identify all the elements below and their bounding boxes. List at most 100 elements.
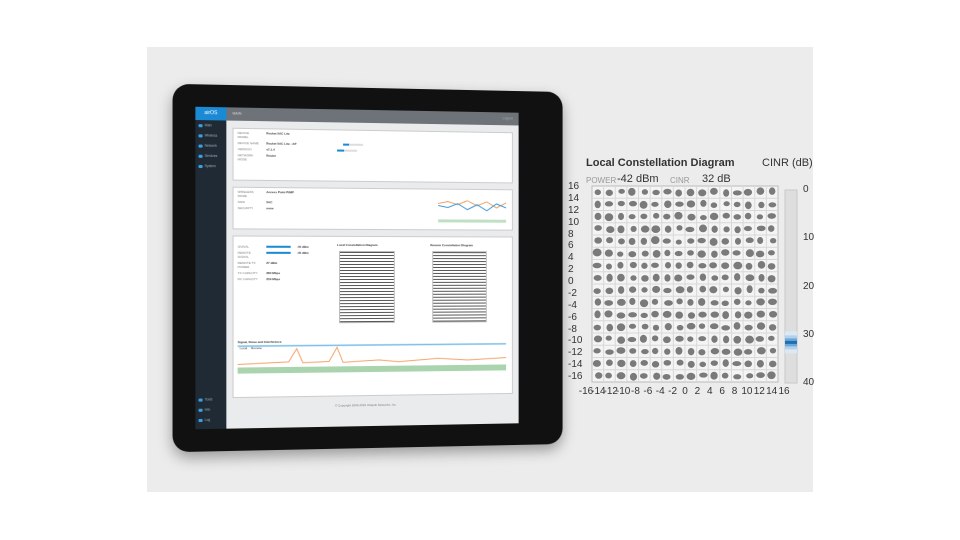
constellation-point xyxy=(698,263,707,269)
constellation-point xyxy=(745,300,752,306)
constellation-point xyxy=(663,287,672,294)
constellation-point xyxy=(628,312,637,318)
x-tick-label: -10 xyxy=(615,386,631,397)
constellation-point xyxy=(722,311,730,320)
constellation-point xyxy=(676,324,684,331)
constellation-point xyxy=(617,261,624,269)
constellation-point xyxy=(628,214,636,220)
constellation-point xyxy=(617,286,625,294)
constellation-point xyxy=(592,248,602,257)
constellation-point xyxy=(593,348,601,354)
constellation-point xyxy=(651,262,659,268)
constellation-point xyxy=(723,201,730,207)
constellation-point xyxy=(593,288,601,294)
constellation-point xyxy=(604,201,614,207)
constellation-point xyxy=(594,200,601,209)
constellation-point xyxy=(745,237,754,244)
cinr-tick-label: 30 xyxy=(803,328,815,340)
constellation-point xyxy=(604,213,614,222)
x-tick-label: -2 xyxy=(668,386,678,397)
constellation-point xyxy=(697,237,706,244)
airos-dashboard: airOS Main Wireless Network Services System … xyxy=(195,106,519,430)
x-tick-label: 16 xyxy=(778,386,790,397)
constellation-point xyxy=(698,311,707,318)
constellation-point xyxy=(745,335,754,344)
constellation-point xyxy=(710,300,719,306)
constellation-point xyxy=(618,188,625,194)
constellation-point xyxy=(768,335,775,341)
constellation-point xyxy=(641,262,648,269)
constellation-point xyxy=(746,373,754,379)
constellation-point xyxy=(675,335,684,342)
signal-panel: SIGNAL -45 dBm REMOTE SIGNAL -45 dBm REMOT… xyxy=(232,235,513,408)
constellation-point xyxy=(605,263,612,270)
constellation-point xyxy=(697,250,706,258)
constellation-point xyxy=(685,226,695,233)
constellation-point xyxy=(734,273,741,281)
constellation-point xyxy=(698,189,707,197)
y-tick-label: -4 xyxy=(568,299,577,311)
constellation-point xyxy=(733,214,742,220)
y-tick-label: 10 xyxy=(568,216,580,228)
constellation-point xyxy=(651,298,659,305)
constellation-point xyxy=(758,274,765,282)
constellation-point xyxy=(604,310,613,318)
constellation-point xyxy=(744,349,753,355)
constellation-point xyxy=(744,212,752,220)
constellation-point xyxy=(652,324,660,331)
constellation-point xyxy=(662,310,672,318)
constellation-point xyxy=(711,225,718,233)
constellation-point xyxy=(651,335,659,342)
constellation-point xyxy=(592,359,601,367)
constellation-point xyxy=(618,212,625,221)
constellation-point xyxy=(756,347,766,355)
constellation-point xyxy=(767,275,776,283)
constellation-point xyxy=(700,199,707,207)
constellation-point xyxy=(756,322,766,330)
constellation-point xyxy=(604,249,613,257)
constellation-point xyxy=(721,238,730,245)
constellation-point xyxy=(768,324,777,331)
constellation-point xyxy=(675,262,682,269)
constellation-point xyxy=(640,225,650,233)
constellation-point xyxy=(674,250,683,257)
x-tick-label: -4 xyxy=(655,386,665,397)
constellation-point xyxy=(617,200,625,207)
constellation-point xyxy=(629,372,638,381)
y-tick-label: 8 xyxy=(568,228,574,240)
constellation-point xyxy=(756,310,765,318)
constellation-point xyxy=(744,324,753,331)
constellation-point xyxy=(606,323,614,332)
constellation-point xyxy=(663,188,672,195)
constellation-point xyxy=(767,213,776,219)
constellation-point xyxy=(709,262,717,269)
constellation-point xyxy=(594,189,601,196)
y-tick-label: -16 xyxy=(568,371,583,382)
x-tick-label: 0 xyxy=(682,386,688,397)
constellation-point xyxy=(641,189,649,195)
constellation-point xyxy=(617,273,625,282)
constellation-point xyxy=(686,286,694,293)
constellation-point xyxy=(710,360,718,366)
constellation-point xyxy=(593,275,602,281)
constellation-point xyxy=(628,251,637,258)
cinr-label: CINR xyxy=(670,176,690,185)
constellation-point xyxy=(758,201,765,209)
constellation-point xyxy=(698,323,706,329)
constellation-point xyxy=(616,347,626,354)
constellation-point xyxy=(605,189,613,196)
constellation-point xyxy=(734,311,742,319)
constellation-point xyxy=(663,336,671,344)
x-tick-label: -14 xyxy=(591,386,606,397)
constellation-point xyxy=(640,237,648,245)
constellation-point xyxy=(651,236,660,245)
constellation-point xyxy=(663,213,671,220)
constellation-point xyxy=(651,310,659,318)
cinr-level-band xyxy=(785,340,797,344)
x-tick-label: -16 xyxy=(578,386,594,397)
constellation-point xyxy=(640,359,648,366)
constellation-point xyxy=(616,312,626,319)
constellation-point xyxy=(768,298,777,306)
constellation-point xyxy=(629,360,637,368)
constellation-point xyxy=(769,237,777,244)
